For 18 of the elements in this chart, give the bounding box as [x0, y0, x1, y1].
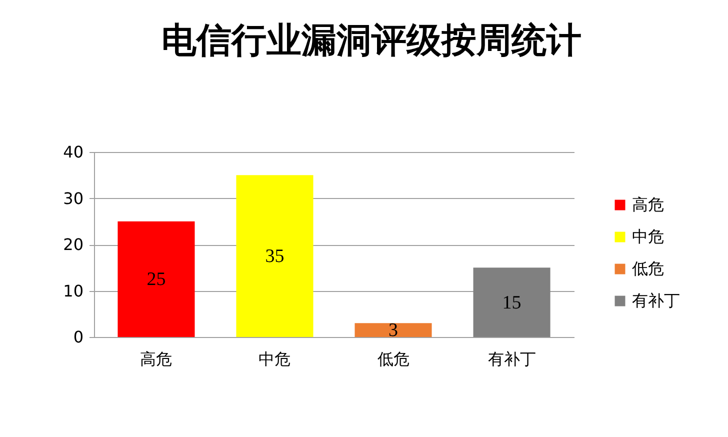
y-tick-label: 0 — [73, 328, 84, 346]
data-label: 15 — [502, 292, 522, 314]
y-tick-label: 10 — [63, 281, 84, 300]
legend-label: 有补丁 — [632, 291, 680, 310]
x-tick-label: 中危 — [258, 350, 291, 368]
data-label: 3 — [388, 320, 398, 342]
y-tick-label: 20 — [63, 235, 84, 254]
chart-title: 电信行业漏洞评级按周统计 — [161, 21, 582, 61]
y-tick-label: 30 — [63, 188, 84, 208]
x-tick-label: 高危 — [140, 350, 172, 368]
x-tick-label: 有补丁 — [488, 350, 536, 368]
data-label: 25 — [146, 269, 166, 290]
legend-label: 高危 — [632, 195, 664, 214]
legend-label: 中危 — [632, 227, 664, 246]
x-tick-label: 低危 — [377, 350, 410, 368]
legend-label: 低危 — [632, 259, 664, 278]
y-tick-label: 40 — [63, 142, 84, 162]
data-label: 35 — [265, 246, 284, 268]
